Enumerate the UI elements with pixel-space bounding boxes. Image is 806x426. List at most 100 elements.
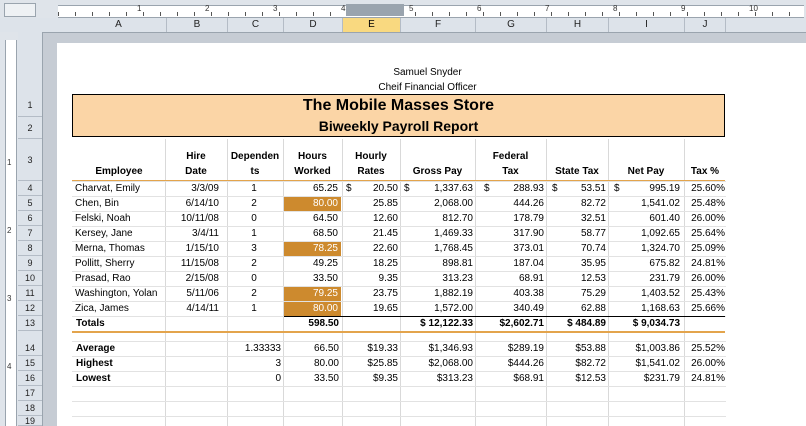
column-header-b[interactable]: B [167,18,228,32]
ruler-tick [262,12,263,16]
tax-percent: 25.09% [691,243,725,254]
grid-line [72,341,726,342]
federal-tax: 340.49 [513,303,544,314]
federal-tax: 403.38 [513,288,544,299]
hire-date: 11/15/08 [180,258,219,269]
grid-line [72,271,726,272]
column-header-g[interactable]: G [476,18,547,32]
tax-percent: 25.43% [691,288,725,299]
federal-tax: 317.90 [513,228,544,239]
ruler-tick [211,12,212,16]
column-header-j[interactable]: J [685,18,726,32]
hours-worked: 68.50 [312,228,338,239]
row-header-6[interactable]: 6 [18,211,42,226]
ruler-tick [58,12,59,16]
title-banner [72,94,725,137]
header-net-pay: Net Pay [627,166,665,177]
tax-percent: 25.64% [691,228,725,239]
row-header-10[interactable]: 10 [18,271,42,286]
header-rates-2: Rates [357,166,385,177]
ruler-track[interactable]: 1 2 3 4 5 6 7 8 9 10 [58,4,804,18]
ruler-margin-marker[interactable] [346,4,404,16]
row-header-14[interactable]: 14 [18,341,42,356]
ruler-tick [126,12,127,16]
gross-pay: 812.70 [442,213,473,224]
ruler-tick [483,12,484,16]
gross-pay: 898.81 [442,258,473,269]
totals-hours: 598.50 [308,318,339,329]
header-hire-date-1: Hire [186,151,206,162]
column-header-a[interactable]: A [71,18,167,32]
row-header-18[interactable]: 18 [18,401,42,416]
totals-net: $ 9,034.73 [632,318,680,329]
stat-federal: $68.91 [513,373,544,384]
ruler-tick [279,12,280,16]
stat-gross: $1,346.93 [428,343,474,354]
report-subtitle: Biweekly Payroll Report [318,118,479,134]
net-pay: 231.79 [649,273,680,284]
net-pay: 1,324.70 [641,243,680,254]
column-header-h[interactable]: H [547,18,609,32]
row-header-5[interactable]: 5 [18,196,42,211]
column-header-i[interactable]: I [609,18,685,32]
grid-line [165,139,166,426]
state-tax: 75.29 [580,288,606,299]
hours-worked: 78.25 [284,242,341,256]
row-header-11[interactable]: 11 [18,286,42,301]
row-header-4[interactable]: 4 [18,181,42,196]
stat-gross: $2,068.00 [428,358,474,369]
gross-pay: 1,882.19 [434,288,473,299]
stat-hours: 33.50 [313,373,339,384]
row-header-1[interactable]: 1 [18,93,42,117]
column-header-c[interactable]: C [228,18,284,32]
row-header-16[interactable]: 16 [18,371,42,386]
row-header-2[interactable]: 2 [18,117,42,139]
grid-line [400,139,401,426]
net-pay: 1,168.63 [641,303,680,314]
hours-worked: 33.50 [312,273,338,284]
row-header-8[interactable]: 8 [18,241,42,256]
dependents: 1 [251,228,257,239]
column-header-d[interactable]: D [284,18,343,32]
ruler-number: 4 [7,362,12,371]
totals-state: $ 484.89 [567,318,606,329]
page-header-name: Samuel Snyder [393,67,462,78]
stat-label: Highest [76,358,113,369]
grid-line [72,241,726,242]
ruler-tick [449,12,450,16]
federal-tax: 373.01 [513,243,544,254]
ruler-tick [228,12,229,16]
tax-percent: 26.00% [691,213,725,224]
state-tax: 32.51 [580,213,606,224]
vertical-ruler-track[interactable]: 1 2 3 4 [5,40,17,426]
row-header-13[interactable]: 13 [18,316,42,331]
grid-line [475,139,476,426]
federal-tax: 187.04 [513,258,544,269]
column-header-e[interactable]: E [343,18,401,32]
currency-symbol: $ [484,183,490,194]
ruler-tick [687,12,688,16]
ruler-tick [738,12,739,16]
row-header-7[interactable]: 7 [18,226,42,241]
header-dependents-2: ts [250,166,260,177]
row-header-9[interactable]: 9 [18,256,42,271]
dependents: 2 [251,258,257,269]
grid-line [72,226,726,227]
stat-hours: 66.50 [313,343,339,354]
row-header-3[interactable]: 3 [18,139,42,181]
row-header-15[interactable]: 15 [18,356,42,371]
column-header-f[interactable]: F [401,18,476,32]
row-header-19[interactable]: 19 [18,416,42,426]
stat-state: $53.88 [575,343,606,354]
header-tax-pct: Tax % [690,166,720,177]
stat-net: $231.79 [643,373,680,384]
row-header-12[interactable]: 12 [18,301,42,316]
header-underline [72,180,725,181]
grid-line [684,139,685,426]
ruler-tick [789,12,790,16]
header-employee: Employee [95,166,143,177]
grid-line [72,401,726,402]
header-dependents-1: Dependen [230,151,280,162]
report-title: The Mobile Masses Store [302,97,495,114]
row-header-17[interactable]: 17 [18,386,42,401]
